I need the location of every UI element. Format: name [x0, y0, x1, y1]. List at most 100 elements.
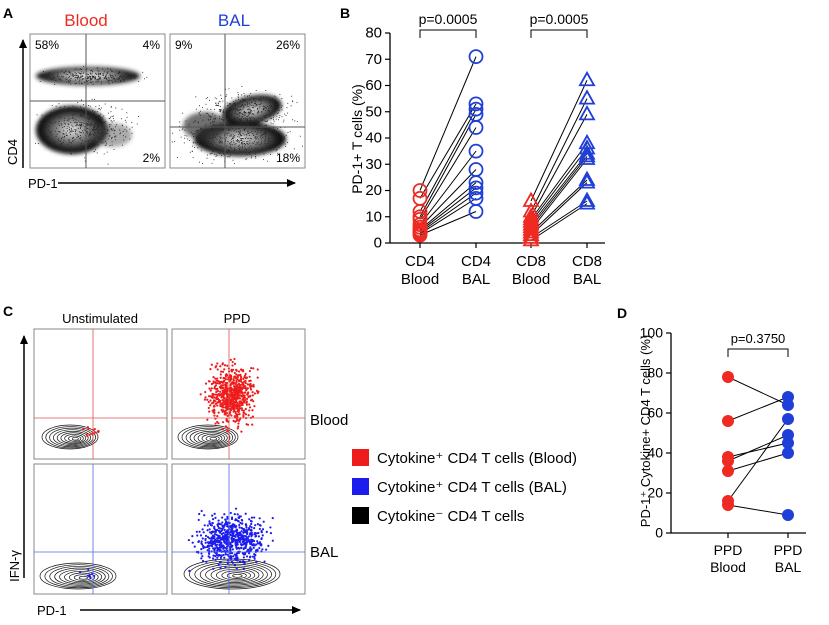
data-point-cd4-bal [468, 120, 484, 135]
event-dot [214, 97, 216, 99]
cytokine-dot [219, 393, 222, 396]
event-dot [111, 79, 113, 81]
event-dot [270, 149, 272, 151]
cytokine-dot [210, 387, 213, 390]
cytokine-dot [234, 539, 237, 542]
event-dot [232, 101, 234, 103]
contour-ring [232, 573, 243, 578]
event-dot [260, 120, 262, 121]
event-dot [244, 128, 246, 129]
cytokine-dot [236, 513, 239, 516]
event-dot [253, 141, 255, 143]
event-dot [226, 134, 228, 136]
cytokine-dot [212, 382, 215, 385]
event-dot [254, 119, 256, 121]
event-dot [213, 121, 215, 123]
cytokine-dot [88, 573, 91, 576]
event-dot [257, 132, 259, 134]
event-dot [67, 108, 69, 110]
event-dot [220, 149, 222, 151]
significance-bracket [727, 348, 789, 357]
event-dot [188, 140, 190, 142]
cytokine-dot [208, 528, 211, 531]
cytokine-dot [229, 358, 232, 361]
event-dot [97, 72, 99, 74]
event-dot [233, 140, 234, 142]
event-dot [72, 105, 74, 107]
event-dot [278, 117, 280, 118]
event-dot [49, 131, 51, 133]
event-dot [80, 115, 82, 117]
event-dot [92, 141, 93, 143]
event-dot [112, 117, 114, 119]
event-dot [103, 128, 105, 130]
cytokine-dot [224, 565, 227, 569]
data-point-cd8-bal [578, 89, 596, 105]
event-dot [98, 132, 100, 134]
event-dot [228, 130, 230, 131]
cytokine-dot [226, 414, 229, 418]
event-dot [229, 122, 231, 124]
cytokine-dot [212, 547, 215, 550]
event-dot [261, 134, 263, 136]
event-dot [208, 119, 210, 121]
event-dot [210, 116, 211, 118]
event-dot [283, 119, 285, 121]
event-dot [229, 144, 231, 146]
event-dot [101, 142, 103, 144]
event-dot [79, 73, 81, 74]
event-dot [254, 102, 256, 104]
cytokine-dot [252, 367, 255, 370]
contour-ring [59, 569, 103, 585]
event-dot [95, 73, 97, 75]
event-dot [113, 77, 115, 79]
data-point-cd8-blood [522, 228, 540, 244]
cytokine-dot [220, 408, 223, 412]
event-dot [273, 114, 275, 116]
event-dot [63, 133, 65, 135]
event-dot [207, 154, 209, 156]
event-dot [248, 114, 250, 116]
cytokine-dot [233, 405, 236, 408]
event-dot [55, 80, 57, 82]
event-dot [241, 104, 243, 106]
event-dot [73, 136, 75, 138]
event-dot [264, 117, 266, 119]
event-dot [265, 139, 267, 141]
pair-line [530, 98, 588, 212]
event-dot [247, 95, 249, 97]
cytokine-dot [236, 538, 240, 542]
cytokine-dot [229, 525, 232, 529]
event-dot [215, 102, 217, 104]
event-dot [111, 106, 112, 108]
event-dot [73, 74, 75, 76]
event-dot [220, 137, 222, 139]
event-dot [217, 148, 219, 150]
cytokine-dot [244, 386, 247, 390]
cytokine-dot [225, 388, 228, 391]
event-dot [77, 135, 79, 137]
event-dot [249, 132, 251, 134]
event-dot [69, 129, 70, 131]
event-dot [82, 125, 84, 127]
event-dot [143, 78, 145, 80]
event-dot [41, 114, 43, 116]
cytokine-dot [216, 395, 219, 398]
event-dot [58, 125, 60, 126]
event-dot [86, 131, 88, 132]
contour-ring [185, 427, 234, 448]
event-dot [250, 96, 252, 98]
chart-b: 01020304050607080CD4BloodCD4BALCD8BloodC… [365, 11, 605, 288]
event-dot [95, 149, 97, 151]
event-dot [102, 122, 104, 124]
cytokine-dot [200, 552, 203, 555]
event-dot [241, 98, 243, 100]
event-dot [242, 98, 244, 100]
cytokine-dot [223, 364, 227, 367]
event-dot [208, 142, 210, 144]
scatter-dots [171, 86, 303, 165]
event-dot [96, 128, 98, 130]
event-dot [107, 163, 109, 165]
event-dot [266, 160, 268, 162]
event-dot [202, 128, 204, 130]
